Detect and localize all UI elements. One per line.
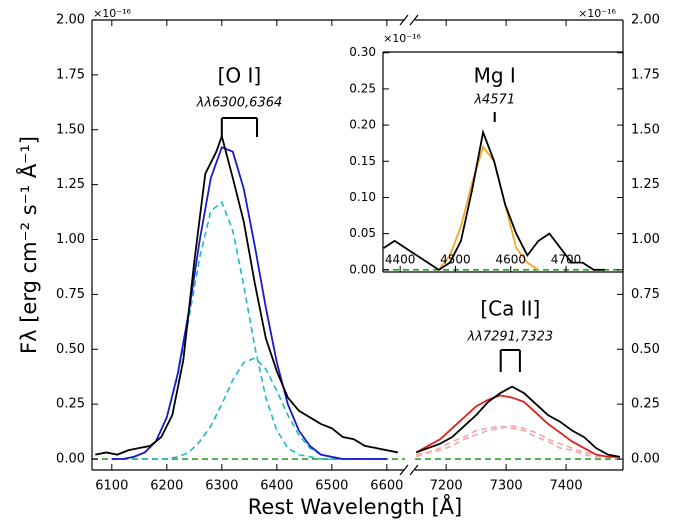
data-line: [111, 146, 387, 460]
data-line: [111, 200, 387, 460]
y-tick-label: 0.15: [349, 154, 376, 168]
annotation-label: Mg I: [474, 64, 516, 88]
annotation-sublabel: λ4571: [473, 93, 515, 108]
x-tick-label: 7200: [430, 479, 463, 494]
x-tick-label: 7400: [550, 479, 583, 494]
x-tick-label: 6200: [150, 479, 183, 494]
plot-area: [415, 385, 623, 460]
x-tick-label: 4700: [551, 253, 582, 267]
data-line: [415, 394, 620, 458]
data-line: [438, 144, 539, 271]
y-offset-label: ×10⁻¹⁶: [93, 7, 131, 20]
x-tick-label: 4500: [440, 253, 471, 267]
y-tick-label: 0.00: [349, 262, 376, 276]
x-tick-label: 6100: [95, 479, 128, 494]
y-tick-label: 1.25: [631, 177, 660, 192]
annotation-sublabel: λλ7291,7323: [466, 330, 553, 345]
x-tick-label: 6500: [315, 479, 348, 494]
y-tick-label: 0.50: [56, 342, 85, 357]
y-tick-label: 0.00: [56, 452, 85, 467]
y-tick-label: 1.50: [56, 122, 85, 137]
x-tick-label: 7300: [490, 479, 523, 494]
y-tick-label: 0.75: [56, 287, 85, 302]
plot-area: [92, 133, 405, 460]
y-tick-label: 0.75: [631, 287, 660, 302]
data-line: [383, 129, 605, 271]
annotation-label: [O I]: [218, 64, 262, 88]
data-line: [415, 385, 621, 458]
y-tick-label: 2.00: [56, 13, 85, 28]
x-tick-label: 4600: [495, 253, 526, 267]
y-tick-label: 1.50: [631, 122, 660, 137]
y-tick-label: 1.25: [56, 177, 85, 192]
inset-frame: [383, 52, 623, 272]
y-tick-label: 0.25: [349, 81, 376, 95]
y-tick-label: 0.25: [631, 397, 660, 412]
y-tick-label: 0.25: [56, 397, 85, 412]
y-tick-label: 0.20: [349, 118, 376, 132]
y-tick-label: 1.75: [56, 67, 85, 82]
annotation-sublabel: λλ6300,6364: [196, 96, 283, 111]
y-tick-label: 0.30: [349, 45, 376, 59]
y-tick-label: 0.00: [631, 452, 660, 467]
x-tick-label: 6400: [260, 479, 293, 494]
x-tick-label: 6600: [370, 479, 403, 494]
y-tick-label: 1.75: [631, 67, 660, 82]
y-tick-label: 0.05: [349, 226, 376, 240]
annotation-label: [Ca II]: [480, 297, 540, 321]
data-line: [415, 425, 620, 458]
data-line: [95, 133, 399, 456]
data-line: [416, 425, 621, 460]
y-axis-label: Fλ [erg cm⁻² s⁻¹ Å⁻¹]: [15, 136, 41, 354]
x-tick-label: 4400: [385, 253, 416, 267]
y-offset-label: ×10⁻¹⁶: [578, 7, 616, 20]
plot-area: [383, 129, 623, 271]
x-tick-label: 6300: [205, 479, 238, 494]
y-tick-label: 1.00: [631, 232, 660, 247]
x-axis-label: Rest Wavelength [Å]: [248, 493, 462, 519]
y-tick-label: 2.00: [631, 13, 660, 28]
y-tick-label: 0.50: [631, 342, 660, 357]
y-tick-label: 0.10: [349, 190, 376, 204]
y-tick-label: 1.00: [56, 232, 85, 247]
y-offset-label: ×10⁻¹⁶: [383, 32, 421, 45]
